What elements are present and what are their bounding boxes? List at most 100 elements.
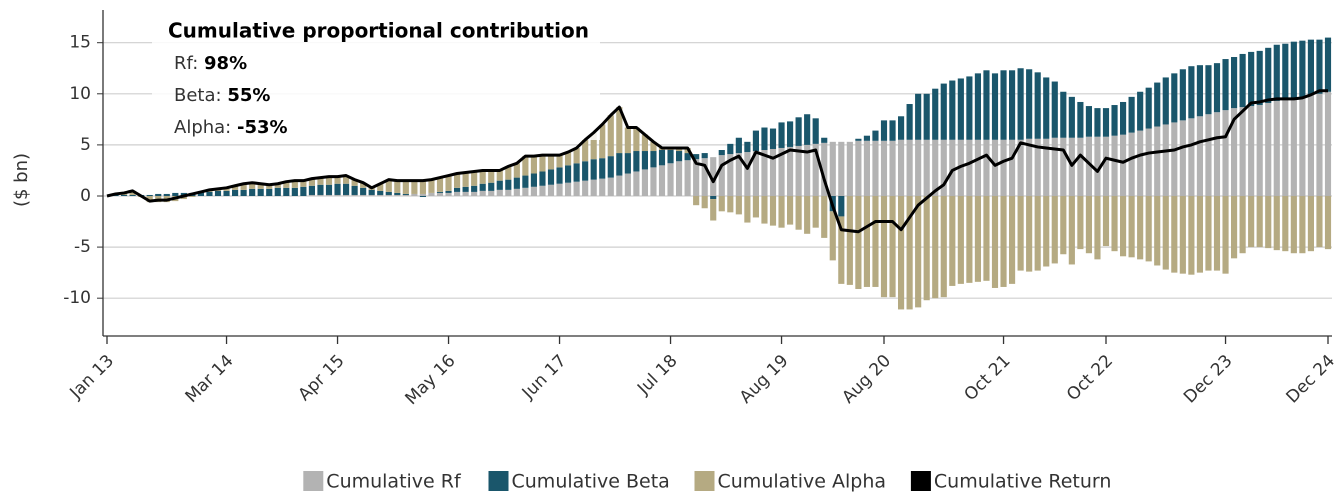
bar-segment [966, 139, 973, 196]
return-line [106, 89, 1328, 234]
bar-segment [334, 176, 341, 184]
bar-segment [360, 194, 367, 196]
bar-segment [505, 179, 512, 190]
bar-segment [419, 195, 426, 198]
bar-segment [1188, 118, 1195, 196]
bar-segment [795, 145, 802, 196]
bar-segment [223, 190, 230, 196]
legend-label: Cumulative Beta [512, 471, 670, 493]
bar-segment [223, 187, 230, 191]
bar-segment [462, 186, 469, 192]
bar-segment [676, 151, 683, 162]
bar-segment [1009, 195, 1016, 284]
bar-segment [530, 156, 537, 174]
bar-segment [940, 195, 947, 298]
bar-segment [667, 163, 674, 196]
bar-segment [1009, 70, 1016, 140]
bar-segment [1248, 51, 1255, 107]
bar-segment [308, 194, 315, 196]
bar-segment [343, 194, 350, 196]
bar-segment [539, 185, 546, 196]
bar-segment [855, 138, 862, 141]
bar-segment [1162, 77, 1169, 125]
x-tick-label: Mar 14 [182, 351, 238, 407]
bar-segment [1162, 124, 1169, 196]
bar-segment [1068, 96, 1075, 138]
bar-segment [940, 139, 947, 196]
legend-label: Cumulative Return [934, 471, 1112, 493]
bar-segment [1077, 101, 1084, 138]
bar-segment [769, 148, 777, 196]
bar-segment [1102, 195, 1110, 247]
bar-segment [769, 195, 777, 226]
bar-segment [641, 151, 648, 170]
bar-segment [778, 147, 785, 196]
bar-segment [966, 195, 973, 283]
bar-segment [761, 127, 768, 151]
bar-segment [1213, 195, 1221, 271]
bar-segment [1248, 106, 1255, 196]
bar-segment [471, 185, 478, 192]
bar-segment [1299, 96, 1306, 196]
bar-segment [377, 183, 384, 191]
bar-segment [582, 161, 589, 181]
x-tick-label: Aug 20 [838, 351, 895, 408]
bar-segment [530, 173, 537, 187]
bar-segment [539, 155, 546, 172]
bar-segment [565, 182, 572, 196]
bar-segment [718, 150, 725, 156]
bar-segment [1026, 69, 1033, 139]
bar-segment [906, 195, 913, 310]
bar-segment [479, 183, 486, 191]
bar-segment [693, 195, 700, 206]
bar-segment [1324, 37, 1332, 92]
bar-segment [197, 191, 204, 196]
bar-segment [266, 184, 273, 189]
bar-segment [121, 194, 128, 196]
bar-segment [1068, 137, 1075, 196]
bar-segment [855, 140, 862, 196]
bar-segment [1077, 137, 1084, 196]
bar-segment [889, 140, 896, 196]
bar-segment [812, 143, 819, 196]
bar-segment [411, 193, 418, 196]
bar-segment [300, 186, 307, 196]
y-tick-label: -5 [74, 237, 91, 257]
bar-segment [769, 128, 777, 149]
bar-segment [949, 139, 956, 196]
bar-segment [880, 195, 888, 298]
bar-segment [368, 194, 375, 196]
bar-segment [915, 139, 922, 196]
bar-segment [1307, 94, 1314, 196]
bar-segment [582, 180, 589, 196]
bar-segment [274, 187, 281, 196]
bar-segment [1205, 65, 1212, 115]
bar-segment [232, 189, 239, 196]
bar-segment [1171, 195, 1178, 273]
bar-segment [1222, 110, 1229, 196]
bar-segment [385, 194, 392, 196]
bar-segment [155, 193, 162, 196]
bar-segment [923, 195, 930, 301]
bar-segment [889, 195, 896, 298]
bar-segment [915, 93, 922, 140]
annotation-label: Beta: [174, 85, 222, 106]
bar-segment [641, 169, 648, 196]
bar-segment [812, 118, 819, 144]
bar-segment [343, 175, 350, 184]
bar-segment [1171, 73, 1178, 123]
bar-segment [445, 175, 452, 191]
bar-segment [829, 141, 836, 196]
bar-segment [1137, 91, 1144, 131]
bar-segment [701, 158, 708, 196]
bar-segment [530, 186, 537, 196]
bar-segment [727, 143, 734, 155]
bar-segment [360, 187, 367, 195]
bar-segment [693, 159, 700, 196]
bar-segment [1051, 137, 1058, 196]
bar-segment [1111, 195, 1118, 252]
bar-segment [787, 121, 794, 147]
bar-segment [633, 151, 640, 172]
bar-segment [1188, 66, 1195, 119]
bar-segment [343, 183, 350, 195]
